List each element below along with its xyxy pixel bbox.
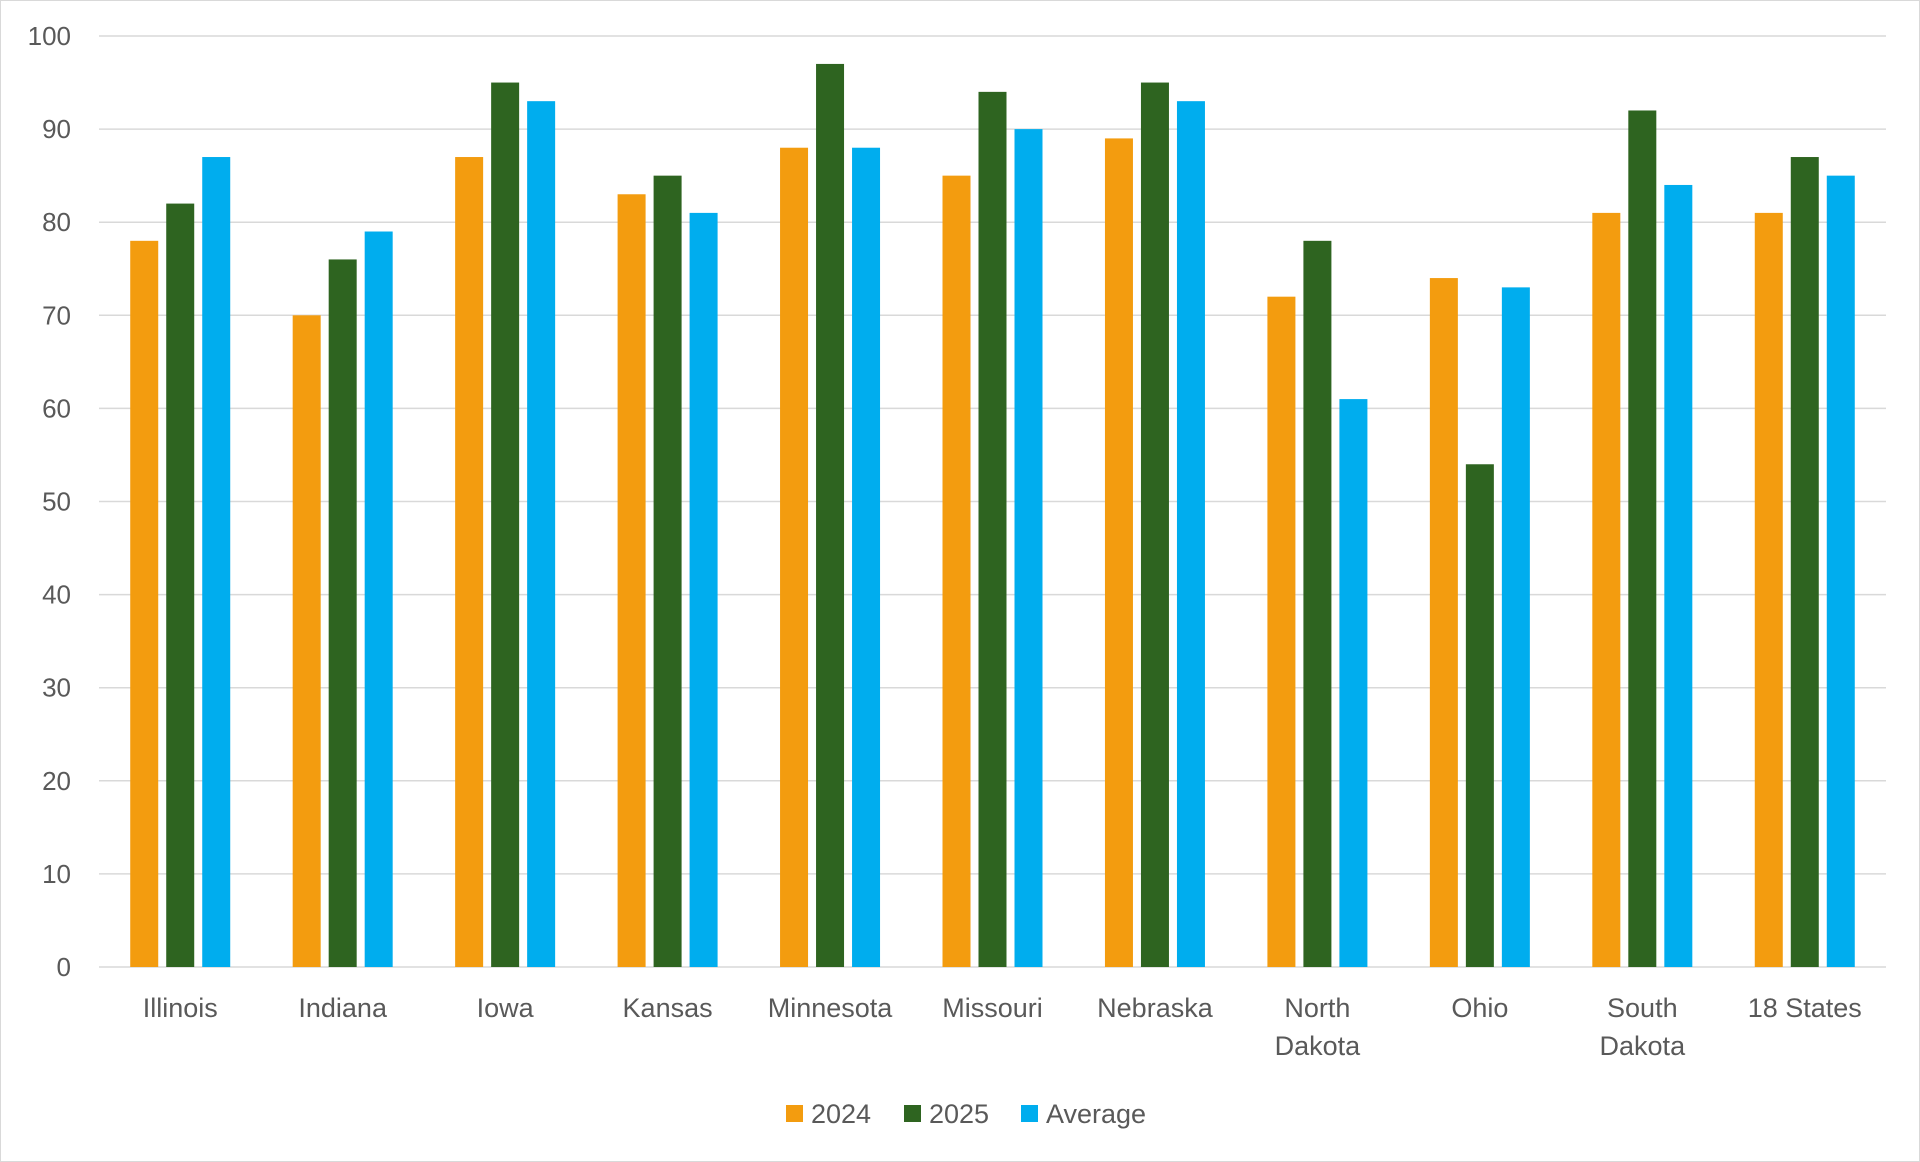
legend-label-2025: 2025 — [929, 1099, 989, 1129]
bar-2025-north-dakota — [1303, 240, 1332, 967]
bar-2025-minnesota — [816, 63, 845, 968]
legend-swatch-2024 — [786, 1105, 803, 1122]
x-category-label: Dakota — [1275, 1031, 1362, 1061]
y-tick-label: 50 — [42, 487, 71, 517]
bar-2024-iowa — [455, 157, 484, 967]
legend-label-2024: 2024 — [811, 1099, 871, 1129]
y-tick-label: 40 — [42, 580, 71, 610]
bar-2024-south-dakota — [1592, 212, 1621, 967]
bar-2025-kansas — [653, 175, 682, 967]
x-category-label: 18 States — [1748, 993, 1862, 1023]
bar-average-nebraska — [1176, 101, 1205, 968]
y-tick-label: 30 — [42, 673, 71, 703]
bar-average-indiana — [364, 231, 393, 967]
x-category-label: Minnesota — [768, 993, 894, 1023]
bar-2025-south-dakota — [1628, 110, 1657, 968]
x-category-label: Dakota — [1600, 1031, 1687, 1061]
y-tick-label: 70 — [42, 300, 71, 330]
x-category-label: North — [1284, 993, 1350, 1023]
bars — [130, 63, 1855, 968]
bar-2024-minnesota — [780, 147, 809, 968]
bar-2025-18-states — [1790, 157, 1819, 967]
bar-average-18-states — [1826, 175, 1855, 967]
bar-average-iowa — [527, 101, 556, 968]
x-axis-category-labels: Illinois Indiana Iowa Kansas Minnesota Missou… — [143, 993, 1862, 1061]
bar-2025-illinois — [166, 203, 195, 967]
legend-label-average: Average — [1046, 1099, 1146, 1129]
y-axis-tick-labels: 0 10 20 30 40 50 60 70 80 90 100 — [28, 21, 71, 982]
bar-average-ohio — [1501, 287, 1530, 967]
y-tick-label: 60 — [42, 393, 71, 423]
bar-2024-north-dakota — [1267, 296, 1296, 967]
bar-2025-nebraska — [1140, 82, 1169, 968]
x-category-label: Nebraska — [1097, 993, 1214, 1023]
bar-2024-nebraska — [1104, 138, 1133, 967]
x-category-label: Kansas — [623, 993, 713, 1023]
bar-2024-indiana — [292, 315, 321, 967]
x-category-label: South — [1607, 993, 1678, 1023]
bar-2024-illinois — [130, 240, 159, 967]
bar-2025-missouri — [978, 91, 1007, 968]
y-tick-label: 20 — [42, 766, 71, 796]
x-category-label: Indiana — [298, 993, 388, 1023]
bar-average-illinois — [202, 157, 231, 967]
bar-2024-18-states — [1754, 212, 1783, 967]
bar-2024-missouri — [942, 175, 971, 967]
bar-2024-ohio — [1429, 278, 1458, 967]
bar-2025-indiana — [328, 259, 357, 967]
legend-swatch-2025 — [904, 1105, 921, 1122]
x-category-label: Illinois — [143, 993, 218, 1023]
bar-average-south-dakota — [1664, 184, 1693, 967]
y-tick-label: 90 — [42, 114, 71, 144]
x-category-label: Ohio — [1451, 993, 1508, 1023]
x-category-label: Missouri — [942, 993, 1043, 1023]
bar-average-kansas — [689, 212, 718, 967]
y-tick-label: 10 — [42, 859, 71, 889]
y-tick-label: 100 — [28, 21, 71, 51]
bar-2025-iowa — [491, 82, 520, 968]
bar-average-missouri — [1014, 129, 1043, 968]
bar-2024-kansas — [617, 194, 646, 967]
bar-2025-ohio — [1465, 464, 1494, 967]
legend-swatch-average — [1021, 1105, 1038, 1122]
y-tick-label: 80 — [42, 207, 71, 237]
legend: 2024 2025 Average — [786, 1099, 1146, 1129]
y-tick-label: 0 — [57, 952, 71, 982]
bar-average-minnesota — [852, 147, 881, 968]
bar-average-north-dakota — [1339, 399, 1368, 968]
x-category-label: Iowa — [477, 993, 535, 1023]
